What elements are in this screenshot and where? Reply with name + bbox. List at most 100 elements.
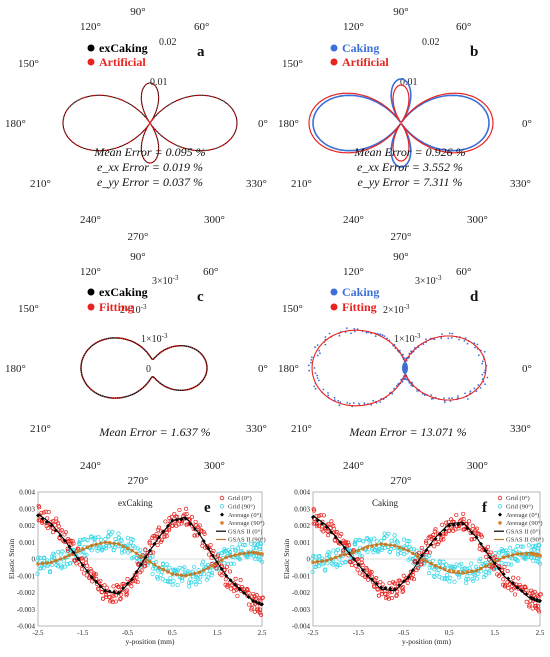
- grid-point: [432, 544, 437, 549]
- grid-point: [502, 564, 507, 569]
- caking-point: [316, 344, 319, 346]
- grid-point: [401, 537, 407, 542]
- grid-point: [99, 589, 105, 594]
- grid-point: [493, 551, 498, 556]
- grid-point: [346, 547, 352, 552]
- grid-point: [316, 513, 321, 518]
- angle-label-330: 330°: [246, 178, 267, 190]
- grid-point: [164, 530, 169, 535]
- grid-point: [378, 579, 383, 585]
- average-point: [529, 552, 533, 556]
- caking-point: [324, 336, 327, 338]
- grid-point: [91, 536, 96, 541]
- legend-marker: [220, 512, 224, 517]
- caking-point: [410, 350, 412, 352]
- grid-point: [89, 548, 94, 553]
- grid-point: [96, 586, 101, 591]
- grid-point: [331, 548, 336, 553]
- caking-point: [346, 402, 349, 404]
- y-tick-label: 0.003: [19, 505, 35, 513]
- grid-point: [50, 530, 55, 535]
- grid-point: [474, 576, 479, 581]
- caking-point: [475, 390, 478, 393]
- caking-point: [318, 379, 320, 382]
- chart-title: exCaking: [118, 498, 153, 508]
- radial-label-001: 0.01: [150, 77, 168, 88]
- grid-point: [313, 554, 318, 559]
- grid-point: [254, 593, 259, 598]
- grid-point: [386, 531, 391, 536]
- caking-point: [316, 354, 319, 357]
- legend-marker-excaking: [87, 288, 95, 296]
- grid-point: [341, 548, 346, 553]
- grid-point: [409, 576, 414, 581]
- grid-point: [515, 558, 520, 564]
- angle-label-240: 240°: [343, 214, 364, 226]
- average-point: [506, 576, 511, 581]
- grid-point: [416, 565, 421, 570]
- caking-point: [310, 361, 312, 364]
- grid-point: [432, 574, 437, 580]
- caking-point: [477, 354, 480, 357]
- grid-point: [143, 547, 148, 552]
- grid-point: [441, 537, 446, 542]
- grid-point: [197, 527, 202, 532]
- caking-point: [422, 343, 425, 345]
- grid-point: [237, 556, 242, 561]
- grid-point: [104, 543, 109, 548]
- caking-point: [451, 332, 454, 335]
- grid-point: [188, 577, 193, 582]
- grid-point: [227, 550, 233, 555]
- grid-point: [243, 543, 248, 548]
- grid-point: [533, 604, 538, 609]
- grid-point: [371, 583, 377, 588]
- series-grid-0: [311, 507, 543, 614]
- legend-marker: [498, 521, 502, 525]
- angle-label-120: 120°: [80, 266, 101, 278]
- grid-point: [162, 534, 167, 539]
- grid-point: [512, 592, 518, 597]
- grid-point: [392, 537, 398, 542]
- grid-point: [65, 550, 70, 555]
- caking-point: [458, 338, 460, 341]
- legend-marker: [498, 512, 502, 517]
- angle-label-210: 210°: [291, 423, 312, 435]
- grid-point: [375, 586, 380, 591]
- grid-point: [143, 564, 148, 569]
- grid-point: [507, 581, 512, 586]
- caking-point: [348, 402, 351, 405]
- error-mean: Mean Error = 13.071 %: [348, 425, 466, 439]
- legend-label: Average (90°): [228, 520, 265, 527]
- grid-point: [536, 543, 542, 548]
- grid-point: [341, 541, 346, 546]
- grid-point: [522, 556, 527, 561]
- grid-point: [389, 596, 394, 601]
- grid-point: [486, 571, 491, 576]
- caking-point: [466, 342, 469, 345]
- polar-panel-b: 90° 60° 0° 330° 300° 270° 240° 210° 180°…: [278, 6, 532, 243]
- grid-point: [440, 563, 445, 568]
- grid-point: [129, 537, 134, 542]
- legend-label: GSAS II (0°): [506, 528, 540, 535]
- grid-point: [38, 556, 43, 561]
- grid-point: [106, 594, 112, 600]
- grid-point: [37, 505, 42, 510]
- grid-point: [237, 557, 242, 562]
- grid-point: [100, 547, 105, 552]
- angle-label-90: 90°: [393, 251, 408, 263]
- grid-point: [74, 554, 79, 559]
- polar-panel-a: 90° 60° 0° 330° 300° 270° 240° 210° 180°…: [5, 6, 268, 243]
- angle-label-330: 330°: [510, 178, 531, 190]
- grid-point: [537, 609, 542, 614]
- grid-point: [134, 575, 139, 580]
- grid-point: [223, 548, 229, 553]
- grid-point: [523, 585, 528, 590]
- grid-point: [251, 546, 256, 551]
- grid-point: [163, 519, 168, 524]
- grid-point: [439, 537, 444, 542]
- grid-point: [346, 543, 352, 548]
- grid-point: [104, 585, 109, 590]
- x-tick-label: -1.5: [77, 629, 89, 637]
- grid-point: [169, 514, 174, 519]
